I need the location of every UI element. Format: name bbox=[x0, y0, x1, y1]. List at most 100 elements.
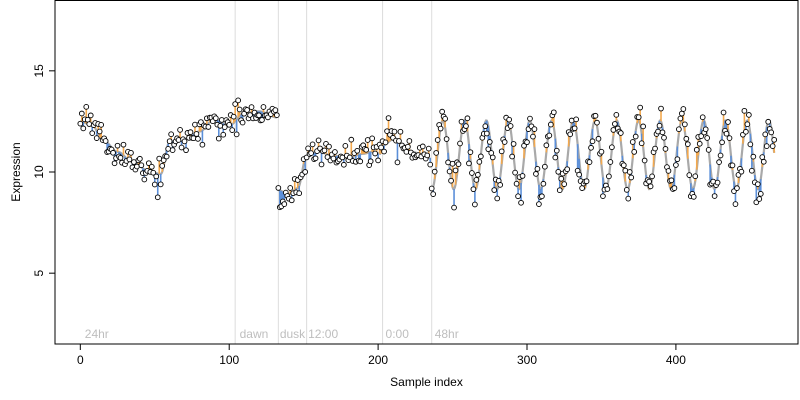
data-point bbox=[665, 168, 672, 174]
data-point bbox=[430, 191, 437, 197]
data-point bbox=[305, 145, 311, 152]
data-point bbox=[564, 166, 571, 173]
phase-label: 0:00 bbox=[386, 327, 410, 341]
data-point bbox=[539, 193, 545, 200]
data-point bbox=[403, 148, 410, 155]
data-point bbox=[759, 154, 766, 160]
data-point bbox=[600, 193, 606, 200]
data-point bbox=[646, 178, 652, 185]
data-point bbox=[455, 161, 462, 168]
data-point bbox=[756, 196, 763, 202]
data-point bbox=[506, 116, 512, 123]
data-point bbox=[308, 150, 314, 156]
data-point bbox=[342, 143, 349, 149]
data-point bbox=[199, 141, 206, 148]
data-point bbox=[274, 112, 280, 119]
data-point bbox=[623, 186, 630, 193]
data-point bbox=[652, 145, 658, 152]
data-point bbox=[662, 146, 669, 152]
data-point bbox=[561, 181, 568, 187]
data-point bbox=[530, 133, 536, 140]
data-point bbox=[542, 163, 548, 170]
data-point bbox=[598, 148, 605, 155]
data-point bbox=[553, 147, 560, 154]
data-point bbox=[229, 127, 236, 133]
data-point bbox=[617, 130, 624, 136]
data-point bbox=[215, 135, 222, 142]
data-point bbox=[128, 149, 134, 156]
data-point bbox=[536, 201, 542, 207]
data-point bbox=[195, 135, 201, 142]
data-point bbox=[546, 132, 553, 139]
data-point bbox=[638, 140, 645, 147]
data-point bbox=[720, 109, 727, 116]
data-point bbox=[729, 162, 736, 169]
data-point bbox=[762, 131, 769, 138]
data-point bbox=[656, 122, 663, 129]
data-point bbox=[159, 163, 166, 169]
data-point bbox=[288, 197, 295, 204]
data-point bbox=[457, 140, 463, 147]
data-point bbox=[98, 121, 105, 128]
data-point bbox=[760, 158, 767, 165]
data-point bbox=[428, 185, 435, 192]
data-point bbox=[631, 149, 638, 155]
data-point bbox=[248, 104, 255, 110]
data-point bbox=[626, 169, 633, 175]
data-point bbox=[326, 143, 332, 150]
data-point bbox=[588, 144, 594, 151]
data-point bbox=[612, 121, 618, 127]
data-point bbox=[169, 147, 176, 153]
data-point bbox=[111, 160, 118, 167]
data-point bbox=[734, 185, 740, 192]
data-point bbox=[613, 111, 620, 118]
data-point bbox=[372, 150, 378, 157]
data-point bbox=[236, 106, 243, 113]
data-point bbox=[497, 182, 504, 188]
data-point bbox=[501, 139, 508, 145]
data-point bbox=[632, 133, 639, 140]
data-point bbox=[93, 135, 100, 141]
data-point bbox=[747, 141, 754, 148]
data-point bbox=[446, 168, 453, 175]
data-point bbox=[641, 157, 648, 164]
phase-dividers bbox=[234, 0, 433, 344]
data-point bbox=[723, 130, 730, 137]
data-point bbox=[719, 139, 725, 146]
data-point bbox=[382, 139, 389, 146]
y-axis: 5 10 15 bbox=[32, 64, 55, 277]
x-tick-label: 200 bbox=[368, 353, 388, 367]
data-point bbox=[448, 177, 454, 184]
data-point bbox=[458, 118, 465, 125]
data-point bbox=[396, 138, 402, 144]
data-point bbox=[137, 155, 143, 162]
data-point bbox=[732, 201, 739, 207]
data-point bbox=[518, 199, 524, 206]
data-point bbox=[296, 190, 303, 197]
data-point bbox=[183, 147, 189, 154]
data-point bbox=[628, 174, 635, 181]
data-point bbox=[148, 163, 155, 170]
phase-label: dawn bbox=[240, 327, 269, 341]
data-point bbox=[550, 109, 557, 116]
data-point bbox=[531, 126, 538, 132]
data-point bbox=[405, 143, 411, 150]
data-point bbox=[498, 148, 505, 155]
x-tick-label: 0 bbox=[77, 353, 84, 367]
data-point bbox=[126, 156, 133, 163]
data-point bbox=[451, 204, 457, 211]
data-point bbox=[696, 140, 703, 147]
data-point bbox=[472, 201, 478, 208]
data-point bbox=[259, 117, 265, 123]
data-point bbox=[705, 147, 712, 153]
y-axis-label: Expression bbox=[9, 142, 23, 201]
data-point bbox=[491, 187, 498, 193]
data-point bbox=[244, 107, 250, 113]
data-point bbox=[702, 126, 709, 133]
data-point bbox=[367, 158, 374, 165]
data-point bbox=[543, 142, 550, 149]
data-point bbox=[743, 128, 749, 135]
x-tick-label: 100 bbox=[219, 353, 239, 367]
data-point bbox=[655, 128, 661, 135]
